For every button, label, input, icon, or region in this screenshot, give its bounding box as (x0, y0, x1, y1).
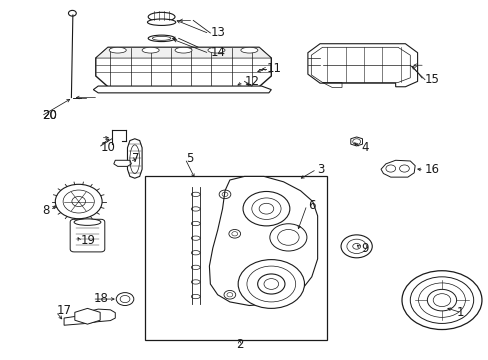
Ellipse shape (147, 19, 175, 26)
Circle shape (269, 224, 306, 251)
Text: 7: 7 (132, 152, 140, 165)
Text: 13: 13 (210, 27, 225, 40)
Polygon shape (75, 309, 100, 324)
Circle shape (257, 274, 285, 294)
Text: 15: 15 (424, 73, 439, 86)
Ellipse shape (148, 12, 175, 21)
Text: 10: 10 (101, 141, 115, 154)
Polygon shape (380, 160, 414, 177)
Text: 11: 11 (266, 62, 281, 75)
Bar (144, 176, 327, 339)
Circle shape (427, 289, 456, 311)
Ellipse shape (142, 47, 159, 53)
Ellipse shape (109, 47, 126, 53)
Polygon shape (114, 160, 131, 166)
Text: 6: 6 (307, 199, 315, 212)
Text: 4: 4 (361, 141, 368, 154)
Ellipse shape (207, 47, 224, 53)
Text: 19: 19 (81, 234, 96, 247)
Text: 14: 14 (210, 46, 225, 59)
Polygon shape (64, 309, 115, 325)
Polygon shape (209, 176, 317, 306)
Circle shape (401, 271, 481, 329)
Text: 16: 16 (424, 163, 439, 176)
Text: 12: 12 (244, 75, 259, 88)
Text: 1: 1 (455, 306, 463, 319)
Polygon shape (127, 139, 142, 178)
Text: 3: 3 (317, 163, 325, 176)
Ellipse shape (175, 47, 192, 53)
Polygon shape (350, 137, 362, 146)
Text: 2: 2 (235, 338, 243, 351)
Text: 20: 20 (42, 109, 57, 122)
Circle shape (243, 192, 289, 226)
Text: 17: 17 (57, 305, 72, 318)
Circle shape (238, 260, 304, 309)
Text: 20: 20 (42, 109, 57, 122)
Text: 9: 9 (361, 242, 368, 255)
Text: 18: 18 (93, 292, 108, 305)
Ellipse shape (241, 47, 257, 53)
Ellipse shape (74, 219, 101, 225)
Polygon shape (96, 47, 271, 87)
Polygon shape (93, 86, 271, 93)
Circle shape (55, 184, 102, 219)
Text: 8: 8 (42, 204, 49, 217)
FancyBboxPatch shape (70, 219, 104, 252)
Polygon shape (307, 44, 417, 87)
Text: 5: 5 (185, 152, 193, 165)
Circle shape (340, 235, 371, 258)
Polygon shape (96, 47, 271, 58)
Circle shape (116, 293, 134, 306)
